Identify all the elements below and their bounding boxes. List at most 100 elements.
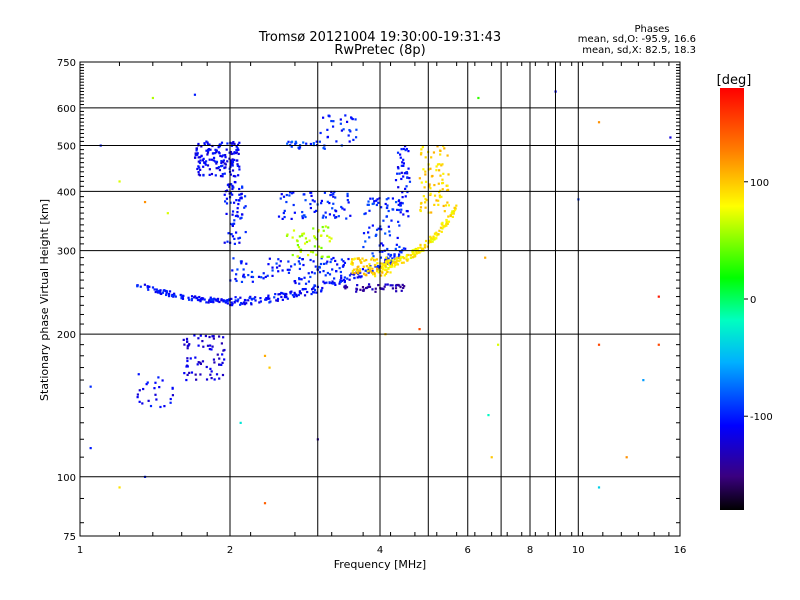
echo-point [215, 299, 218, 302]
echo-point [215, 373, 219, 376]
echo-point [160, 292, 163, 296]
echo-point [377, 201, 380, 204]
echo-point [260, 276, 263, 279]
echo-point [220, 342, 223, 345]
echo-point [429, 240, 432, 244]
echo-point [373, 272, 376, 275]
echo-point [199, 373, 202, 376]
echo-point [309, 275, 312, 279]
echo-point [171, 394, 175, 397]
echo-point [451, 210, 454, 213]
echo-point [326, 128, 329, 131]
echo-point [358, 270, 362, 273]
echo-point [657, 343, 660, 346]
echo-point [441, 223, 444, 226]
echo-point [225, 197, 229, 200]
echo-point [235, 151, 239, 154]
echo-point [345, 286, 349, 289]
echo-point [232, 257, 235, 260]
stats-line-o: mean, sd,O: -95.9, 16.6 [578, 34, 696, 45]
echo-point [293, 279, 297, 283]
echo-point [597, 121, 601, 124]
echo-point [219, 154, 222, 158]
echo-point [406, 176, 409, 179]
echo-point [383, 274, 386, 277]
echo-point [317, 229, 320, 232]
echo-point [344, 114, 347, 117]
echo-point [315, 238, 318, 241]
echo-point [197, 142, 200, 146]
chart-subtitle: RwPretec (8p) [334, 43, 425, 58]
echo-point [236, 300, 239, 303]
echo-point [338, 267, 341, 270]
echo-point [432, 151, 436, 154]
echo-point [435, 165, 438, 168]
echo-point [251, 280, 254, 283]
echo-point [321, 225, 324, 229]
echo-point [181, 297, 185, 300]
echo-point [451, 215, 454, 219]
echo-point [342, 260, 345, 263]
echo-point [247, 299, 250, 302]
echo-point [441, 163, 444, 166]
echo-point [438, 229, 441, 232]
echo-point [398, 250, 402, 253]
echo-point [340, 276, 343, 280]
echo-point [179, 293, 182, 297]
echo-point [292, 229, 296, 232]
echo-point [299, 248, 303, 251]
echo-point [240, 262, 243, 265]
echo-point [367, 203, 370, 206]
echo-point [205, 149, 208, 152]
echo-point [361, 268, 365, 271]
echo-point [415, 250, 418, 253]
echo-point [146, 286, 149, 289]
echo-point [231, 158, 234, 161]
echo-point [363, 212, 366, 216]
echo-point [338, 282, 341, 285]
echo-point [446, 222, 449, 225]
echo-point [386, 204, 389, 207]
echo-point [273, 296, 276, 299]
echo-point [404, 195, 407, 198]
echo-point [424, 156, 427, 159]
echo-point [185, 365, 188, 368]
echo-point [161, 291, 165, 294]
echo-point [222, 336, 225, 339]
echo-point [347, 134, 350, 137]
echo-point [313, 210, 316, 213]
echo-point [388, 259, 391, 262]
echo-point [285, 293, 288, 296]
echo-point [200, 145, 203, 148]
echo-point [196, 153, 199, 156]
echo-point [367, 200, 370, 203]
echo-point [215, 162, 218, 165]
echo-point [429, 192, 432, 195]
echo-point [296, 255, 300, 258]
echo-point [232, 140, 235, 144]
echo-point [207, 148, 211, 151]
echo-point [229, 161, 232, 165]
echo-point [343, 208, 346, 211]
echo-point [197, 173, 201, 176]
echo-point [351, 262, 354, 265]
echo-point [322, 146, 325, 150]
echo-point [353, 257, 356, 260]
echo-point [420, 201, 423, 205]
echo-point [229, 173, 232, 176]
echo-point [199, 362, 203, 366]
echo-point [198, 161, 202, 165]
echo-point [405, 171, 408, 174]
echo-point [406, 259, 409, 262]
echo-point [321, 286, 324, 290]
echo-point [367, 283, 371, 286]
echo-point [236, 215, 240, 218]
echo-point [192, 296, 196, 299]
echo-point [387, 261, 390, 264]
echo-point [414, 247, 418, 251]
colorbar-tick-label: -100 [750, 412, 773, 423]
echo-point [208, 299, 211, 302]
echo-point [332, 256, 335, 260]
echo-point [364, 212, 367, 215]
echo-point [350, 260, 353, 263]
